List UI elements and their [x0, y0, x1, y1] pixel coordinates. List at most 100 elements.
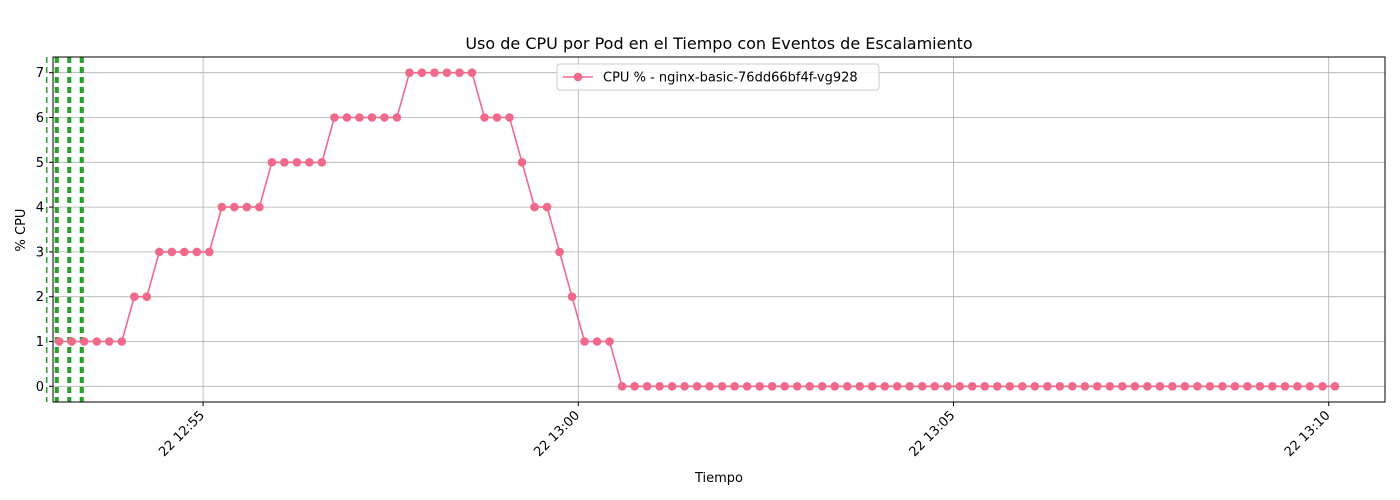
cpu-series-line	[59, 71, 1335, 388]
cpu-data-point	[1230, 382, 1240, 391]
cpu-data-point	[567, 292, 577, 302]
cpu-data-point	[1105, 382, 1115, 391]
cpu-data-point	[942, 382, 952, 391]
cpu-data-point	[1293, 382, 1302, 391]
cpu-data-point	[967, 382, 977, 391]
cpu-data-point	[355, 113, 364, 122]
cpu-data-point	[1243, 382, 1252, 391]
cpu-data-point	[742, 382, 752, 391]
cpu-data-point	[730, 382, 739, 391]
cpu-data-point	[217, 202, 227, 212]
y-tick-label: 2	[36, 290, 44, 305]
cpu-data-point	[455, 68, 464, 77]
cpu-data-point	[130, 292, 139, 302]
cpu-data-point	[642, 382, 652, 391]
cpu-data-point	[305, 157, 314, 167]
cpu-data-point	[155, 247, 164, 257]
cpu-data-point	[180, 247, 189, 257]
cpu-data-point	[442, 68, 452, 77]
cpu-data-point	[330, 113, 339, 122]
chart-title: Uso de CPU por Pod en el Tiempo con Even…	[465, 34, 972, 53]
cpu-data-point	[292, 157, 302, 167]
cpu-data-point	[167, 247, 177, 257]
y-tick-label: 5	[36, 156, 44, 171]
cpu-data-point	[692, 382, 702, 391]
cpu-data-point	[317, 157, 327, 167]
x-tick-label: 22 13:00	[531, 408, 583, 460]
cpu-data-point	[79, 337, 89, 346]
cpu-data-point	[792, 382, 802, 391]
cpu-data-point	[767, 382, 777, 391]
cpu-data-point	[592, 337, 602, 346]
cpu-data-point	[530, 202, 539, 212]
cpu-data-point	[342, 113, 352, 122]
cpu-data-point	[842, 382, 852, 391]
cpu-data-point	[1055, 382, 1065, 391]
cpu-data-point	[1205, 382, 1215, 391]
cpu-data-point	[517, 157, 527, 167]
cpu-data-point	[992, 382, 1002, 391]
x-tick-label: 22 12:55	[156, 408, 208, 460]
cpu-data-point	[980, 382, 990, 391]
cpu-data-point	[680, 382, 689, 391]
cpu-data-point	[230, 202, 239, 212]
cpu-data-point	[1068, 382, 1077, 391]
cpu-data-point	[780, 382, 789, 391]
cpu-data-point	[1080, 382, 1090, 391]
cpu-data-point	[192, 247, 202, 257]
cpu-data-point	[880, 382, 890, 391]
cpu-data-point	[280, 157, 289, 167]
cpu-data-point	[917, 382, 927, 391]
cpu-data-point	[1255, 382, 1265, 391]
y-axis: 0 1 2 3 4 5 6 7	[36, 66, 53, 395]
cpu-data-point	[255, 202, 264, 212]
cpu-data-point	[205, 247, 214, 257]
cpu-data-point	[104, 337, 114, 346]
y-tick-label: 4	[36, 201, 44, 216]
y-tick-label: 7	[36, 66, 44, 81]
y-tick-label: 0	[36, 380, 44, 395]
x-tick-label: 22 13:10	[1282, 408, 1334, 460]
cpu-data-point	[905, 382, 915, 391]
cpu-data-point	[605, 337, 614, 346]
x-tick-label: 22 13:05	[907, 408, 959, 460]
cpu-data-point	[1280, 382, 1290, 391]
cpu-data-point	[580, 337, 589, 346]
cpu-data-point	[705, 382, 714, 391]
cpu-data-point	[892, 382, 902, 391]
cpu-data-point	[405, 68, 414, 77]
cpu-data-point	[1168, 382, 1177, 391]
cpu-data-point	[805, 382, 814, 391]
cpu-data-point	[1143, 382, 1152, 391]
y-tick-label: 1	[36, 335, 44, 350]
grid-layer	[53, 57, 1385, 402]
cpu-data-point	[1018, 382, 1027, 391]
cpu-data-point	[505, 113, 514, 122]
legend: CPU % - nginx-basic-76dd66bf4f-vg928	[556, 63, 880, 91]
cpu-data-point	[630, 382, 639, 391]
cpu-data-point	[1218, 382, 1227, 391]
cpu-data-point	[1118, 382, 1127, 391]
cpu-data-point	[1330, 382, 1340, 391]
cpu-data-point	[267, 157, 277, 167]
legend-entry-label: CPU % - nginx-basic-76dd66bf4f-vg928	[603, 71, 858, 86]
cpu-data-point	[467, 68, 477, 77]
x-axis: 22 12:55 22 13:00 22 13:05 22 13:10	[156, 402, 1334, 460]
cpu-data-point	[417, 68, 427, 77]
cpu-data-point	[430, 68, 439, 77]
cpu-data-point	[367, 113, 377, 122]
cpu-data-point	[1155, 382, 1165, 391]
cpu-data-point	[542, 202, 552, 212]
cpu-data-point	[117, 337, 127, 346]
legend-marker-swatch	[573, 72, 583, 82]
cpu-data-point	[1318, 382, 1327, 391]
cpu-data-point	[617, 382, 627, 391]
cpu-data-point	[955, 382, 965, 391]
cpu-data-point	[492, 113, 502, 122]
cpu-data-point	[717, 382, 727, 391]
scaling-events	[45, 57, 84, 402]
legend-box	[556, 63, 880, 91]
cpu-data-point	[1193, 382, 1202, 391]
cpu-data-point	[855, 382, 864, 391]
